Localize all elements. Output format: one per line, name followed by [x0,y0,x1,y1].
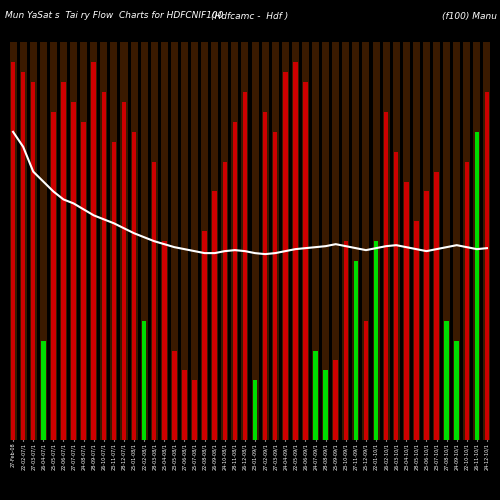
Bar [354,261,358,440]
Bar [161,42,168,440]
Bar [273,132,278,440]
Bar [152,162,156,440]
Bar [211,42,218,440]
Bar [384,112,388,440]
Bar [192,380,197,440]
Bar [424,192,428,440]
Bar [332,42,339,440]
Bar [51,112,56,440]
Bar [423,42,430,440]
Bar [334,360,338,440]
Bar [374,241,378,440]
Text: (Hdfcamc -  Hdf ): (Hdfcamc - Hdf ) [212,12,288,20]
Bar [404,182,408,440]
Bar [140,42,147,440]
Bar [282,42,289,440]
Bar [364,320,368,440]
Bar [464,162,469,440]
Bar [474,132,479,440]
Bar [82,122,86,440]
Bar [61,82,66,440]
Bar [392,42,400,440]
Bar [444,320,449,440]
Bar [302,42,309,440]
Bar [283,72,288,440]
Bar [433,42,440,440]
Bar [150,42,158,440]
Bar [202,231,207,440]
Bar [242,92,247,440]
Bar [263,112,268,440]
Bar [132,132,136,440]
Bar [112,142,116,440]
Bar [253,380,258,440]
Bar [90,42,98,440]
Bar [484,92,489,440]
Text: Mun YaSat s  Tai ry Flow  Charts for HDFCNIF100: Mun YaSat s Tai ry Flow Charts for HDFCN… [5,12,224,20]
Bar [484,42,490,440]
Bar [122,102,126,440]
Bar [232,122,237,440]
Bar [50,42,57,440]
Bar [303,82,308,440]
Bar [402,42,410,440]
Bar [453,42,460,440]
Bar [454,340,459,440]
Bar [110,42,117,440]
Bar [443,42,450,440]
Bar [434,172,439,440]
Bar [312,42,319,440]
Bar [212,192,217,440]
Bar [352,42,360,440]
Bar [242,42,248,440]
Bar [181,42,188,440]
Bar [40,42,47,440]
Bar [344,241,348,440]
Bar [293,62,298,440]
Bar [21,72,25,440]
Bar [162,241,166,440]
Bar [92,62,96,440]
Bar [474,42,480,440]
Bar [191,42,198,440]
Bar [20,42,26,440]
Bar [322,42,329,440]
Bar [130,42,138,440]
Bar [413,42,420,440]
Bar [262,42,268,440]
Bar [10,42,16,440]
Bar [252,42,258,440]
Bar [222,162,227,440]
Bar [172,350,176,440]
Bar [382,42,390,440]
Bar [171,42,178,440]
Bar [72,102,76,440]
Text: (f100) Manu: (f100) Manu [442,12,498,20]
Bar [142,320,146,440]
Bar [222,42,228,440]
Bar [70,42,77,440]
Bar [324,370,328,440]
Bar [182,370,186,440]
Bar [80,42,87,440]
Bar [120,42,128,440]
Bar [11,62,16,440]
Bar [201,42,208,440]
Bar [414,222,418,440]
Bar [372,42,380,440]
Bar [314,350,318,440]
Bar [31,82,36,440]
Bar [342,42,349,440]
Bar [463,42,470,440]
Bar [272,42,278,440]
Bar [232,42,238,440]
Bar [41,340,46,440]
Bar [102,92,106,440]
Bar [362,42,370,440]
Bar [60,42,67,440]
Bar [394,152,398,440]
Bar [100,42,107,440]
Bar [30,42,37,440]
Bar [292,42,299,440]
